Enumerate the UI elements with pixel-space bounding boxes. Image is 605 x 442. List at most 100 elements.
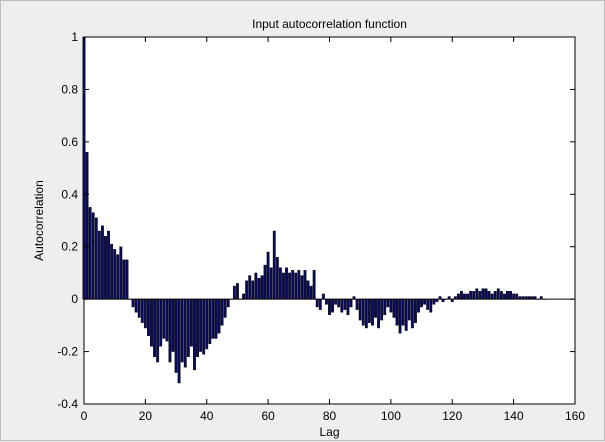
bar (184, 299, 186, 367)
bar (86, 152, 88, 299)
bar (98, 231, 100, 299)
bar (282, 273, 284, 299)
bar (466, 294, 468, 299)
bar (515, 294, 517, 299)
bar (390, 299, 392, 312)
bar (384, 299, 386, 315)
bar (252, 281, 254, 299)
bar (236, 283, 238, 299)
bar (387, 299, 389, 307)
bar (242, 294, 244, 299)
bar (476, 289, 478, 299)
bar (316, 299, 318, 307)
bar (123, 260, 125, 299)
bar (417, 299, 419, 312)
x-tick-label: 20 (139, 409, 153, 423)
bar (138, 299, 140, 317)
bar (83, 37, 85, 299)
bar (92, 213, 94, 300)
bar (497, 289, 499, 299)
bar (224, 299, 226, 317)
bar (273, 231, 275, 299)
bar (362, 299, 364, 325)
bar (479, 291, 481, 299)
bar (365, 299, 367, 328)
bar (295, 273, 297, 299)
bar (276, 257, 278, 299)
x-tick-label: 40 (200, 409, 214, 423)
bar (135, 299, 137, 312)
y-tick-label: 0 (71, 292, 78, 306)
bar (110, 244, 112, 299)
bar (482, 289, 484, 299)
y-tick-label: 0.6 (61, 135, 78, 149)
bar (212, 299, 214, 338)
bar (193, 299, 195, 370)
bar (377, 299, 379, 328)
bar (396, 299, 398, 325)
bar (227, 299, 229, 307)
bar (245, 281, 247, 299)
bar (199, 299, 201, 351)
y-tick-label: -0.2 (57, 345, 78, 359)
bar (285, 268, 287, 299)
bar (328, 299, 330, 315)
x-tick-label: 0 (81, 409, 88, 423)
bar (163, 299, 165, 338)
bar (310, 286, 312, 299)
bar (202, 299, 204, 354)
bar (433, 299, 435, 304)
bar (126, 260, 128, 299)
bar (166, 299, 168, 341)
bar (347, 299, 349, 315)
bar (120, 247, 122, 299)
bar (334, 299, 336, 304)
bar (494, 291, 496, 299)
bar (181, 299, 183, 362)
chart-title: Input autocorrelation function (252, 17, 407, 31)
bar (261, 276, 263, 300)
x-tick-label: 120 (442, 409, 462, 423)
bar (399, 299, 401, 333)
bar (405, 299, 407, 330)
bar (107, 231, 109, 299)
bar (178, 299, 180, 383)
bar (325, 299, 327, 304)
bar (473, 291, 475, 299)
bar (341, 299, 343, 312)
bar (279, 268, 281, 299)
y-axis-label: Autocorrelation (32, 180, 46, 261)
bar (426, 299, 428, 309)
bar (331, 299, 333, 312)
bar (291, 270, 293, 299)
bar (258, 278, 260, 299)
bar (350, 299, 352, 307)
bar (104, 236, 106, 299)
bar (248, 276, 250, 300)
bar (209, 299, 211, 344)
bar (264, 265, 266, 299)
bar (509, 291, 511, 299)
bar (380, 299, 382, 320)
bar (175, 299, 177, 372)
y-tick-label: 0.8 (61, 82, 78, 96)
bar (512, 294, 514, 299)
bar (469, 291, 471, 299)
bar (485, 289, 487, 299)
bar (196, 299, 198, 357)
bar (319, 299, 321, 309)
bar (506, 291, 508, 299)
bar (89, 207, 91, 299)
bar (141, 299, 143, 323)
bar (101, 226, 103, 299)
bar (463, 294, 465, 299)
bar (255, 273, 257, 299)
bar (153, 299, 155, 357)
bar (488, 291, 490, 299)
bar (374, 299, 376, 317)
bar (337, 299, 339, 307)
y-tick-label: 0.4 (61, 187, 78, 201)
bar (460, 291, 462, 299)
bar (270, 268, 272, 299)
